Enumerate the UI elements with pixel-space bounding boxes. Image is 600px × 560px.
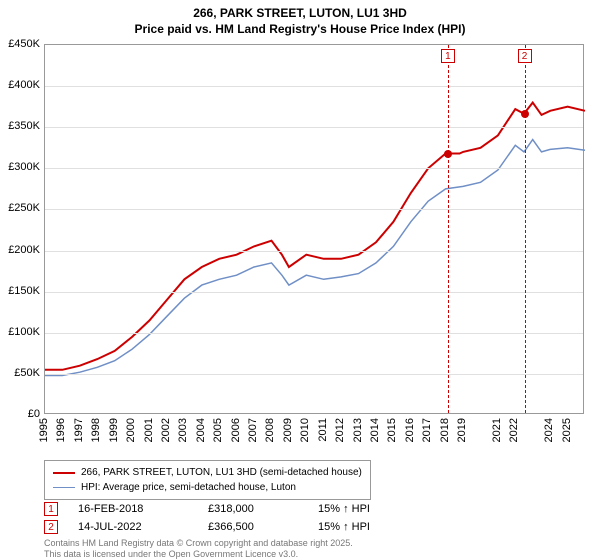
ytick-label: £300K <box>0 161 40 173</box>
xtick-label: 2012 <box>334 418 346 442</box>
legend-swatch <box>53 472 75 474</box>
legend-row: HPI: Average price, semi-detached house,… <box>53 480 362 495</box>
sale-row: 1 16-FEB-2018 £318,000 15% ↑ HPI <box>44 500 418 518</box>
title-line-2: Price paid vs. HM Land Registry's House … <box>0 22 600 38</box>
xtick-label: 2010 <box>299 418 311 442</box>
xtick-label: 2024 <box>543 418 555 442</box>
ytick-label: £100K <box>0 326 40 338</box>
chart-container: 266, PARK STREET, LUTON, LU1 3HD Price p… <box>0 0 600 560</box>
xtick-label: 2001 <box>143 418 155 442</box>
legend-label: HPI: Average price, semi-detached house,… <box>81 480 296 495</box>
sale-vline <box>448 45 449 413</box>
legend: 266, PARK STREET, LUTON, LU1 3HD (semi-d… <box>44 460 371 500</box>
xtick-label: 2004 <box>195 418 207 442</box>
gridline <box>45 168 583 169</box>
xtick-label: 1996 <box>55 418 67 442</box>
xtick-label: 2008 <box>264 418 276 442</box>
gridline <box>45 86 583 87</box>
xtick-label: 1999 <box>108 418 120 442</box>
disclaimer: Contains HM Land Registry data © Crown c… <box>44 538 353 560</box>
xtick-label: 1995 <box>38 418 50 442</box>
ytick-label: £0 <box>0 408 40 420</box>
disclaimer-line-2: This data is licensed under the Open Gov… <box>44 549 353 560</box>
sale-dot <box>521 110 529 118</box>
sale-price: £366,500 <box>208 521 298 533</box>
chart-svg <box>45 45 585 415</box>
sale-marker-icon: 2 <box>44 520 58 534</box>
xtick-label: 2022 <box>508 418 520 442</box>
ytick-label: £350K <box>0 120 40 132</box>
xtick-label: 2016 <box>404 418 416 442</box>
chart-plot-area: 12 <box>44 44 584 414</box>
sale-date: 14-JUL-2022 <box>78 521 188 533</box>
ytick-label: £250K <box>0 202 40 214</box>
xtick-label: 2021 <box>491 418 503 442</box>
xtick-label: 2011 <box>317 418 329 442</box>
xtick-label: 2006 <box>230 418 242 442</box>
sale-date: 16-FEB-2018 <box>78 503 188 515</box>
xtick-label: 2017 <box>421 418 433 442</box>
xtick-label: 2014 <box>369 418 381 442</box>
xtick-label: 2019 <box>456 418 468 442</box>
gridline <box>45 127 583 128</box>
sale-delta: 15% ↑ HPI <box>318 503 418 515</box>
sales-table: 1 16-FEB-2018 £318,000 15% ↑ HPI 2 14-JUL-202… <box>44 500 418 536</box>
sale-row: 2 14-JUL-2022 £366,500 15% ↑ HPI <box>44 518 418 536</box>
disclaimer-line-1: Contains HM Land Registry data © Crown c… <box>44 538 353 549</box>
xtick-label: 2007 <box>247 418 259 442</box>
gridline <box>45 292 583 293</box>
xtick-label: 2025 <box>561 418 573 442</box>
sale-marker-icon: 1 <box>44 502 58 516</box>
xtick-label: 2013 <box>352 418 364 442</box>
legend-label: 266, PARK STREET, LUTON, LU1 3HD (semi-d… <box>81 465 362 480</box>
xtick-label: 1997 <box>73 418 85 442</box>
xtick-label: 2005 <box>212 418 224 442</box>
ytick-label: £450K <box>0 38 40 50</box>
sale-vline <box>525 45 526 413</box>
gridline <box>45 209 583 210</box>
xtick-label: 2009 <box>282 418 294 442</box>
legend-row: 266, PARK STREET, LUTON, LU1 3HD (semi-d… <box>53 465 362 480</box>
title-line-1: 266, PARK STREET, LUTON, LU1 3HD <box>0 6 600 22</box>
ytick-label: £200K <box>0 244 40 256</box>
title-block: 266, PARK STREET, LUTON, LU1 3HD Price p… <box>0 0 600 37</box>
series-line <box>45 103 585 370</box>
xtick-label: 2000 <box>125 418 137 442</box>
sale-badge: 2 <box>518 49 532 63</box>
xtick-label: 1998 <box>90 418 102 442</box>
gridline <box>45 251 583 252</box>
xtick-label: 2002 <box>160 418 172 442</box>
xtick-label: 2003 <box>177 418 189 442</box>
gridline <box>45 374 583 375</box>
ytick-label: £400K <box>0 79 40 91</box>
sale-badge: 1 <box>441 49 455 63</box>
ytick-label: £50K <box>0 367 40 379</box>
xtick-label: 2015 <box>386 418 398 442</box>
sale-delta: 15% ↑ HPI <box>318 521 418 533</box>
gridline <box>45 333 583 334</box>
sale-dot <box>444 150 452 158</box>
sale-price: £318,000 <box>208 503 298 515</box>
ytick-label: £150K <box>0 285 40 297</box>
legend-swatch <box>53 487 75 489</box>
xtick-label: 2018 <box>439 418 451 442</box>
